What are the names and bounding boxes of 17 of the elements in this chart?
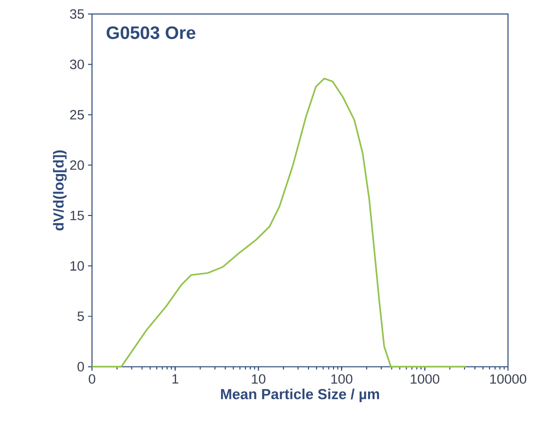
y-tick-label: 5 [78, 312, 84, 322]
y-tick-label: 15 [70, 210, 84, 220]
y-tick-label: 35 [70, 9, 84, 19]
x-tick-label: 10 [252, 374, 266, 384]
x-tick-label: 100 [331, 374, 352, 384]
text: G0503 Ore [106, 26, 196, 40]
y-axis-title: dV/d(log[d]) [53, 150, 67, 230]
y-tick-label: 0 [78, 362, 84, 372]
x-tick-label: 10000 [490, 374, 526, 384]
x-axis-title: Mean Particle Size / µm [221, 388, 380, 402]
y-tick-label: 10 [70, 261, 84, 271]
x-tick-label: 1000 [410, 374, 440, 384]
x-tick-label: 1 [172, 374, 178, 384]
y-tick-label: 25 [70, 110, 84, 120]
x-tick-label: 0 [88, 374, 96, 384]
y-tick-label: 20 [70, 160, 84, 170]
y-tick-label: 30 [70, 60, 84, 70]
